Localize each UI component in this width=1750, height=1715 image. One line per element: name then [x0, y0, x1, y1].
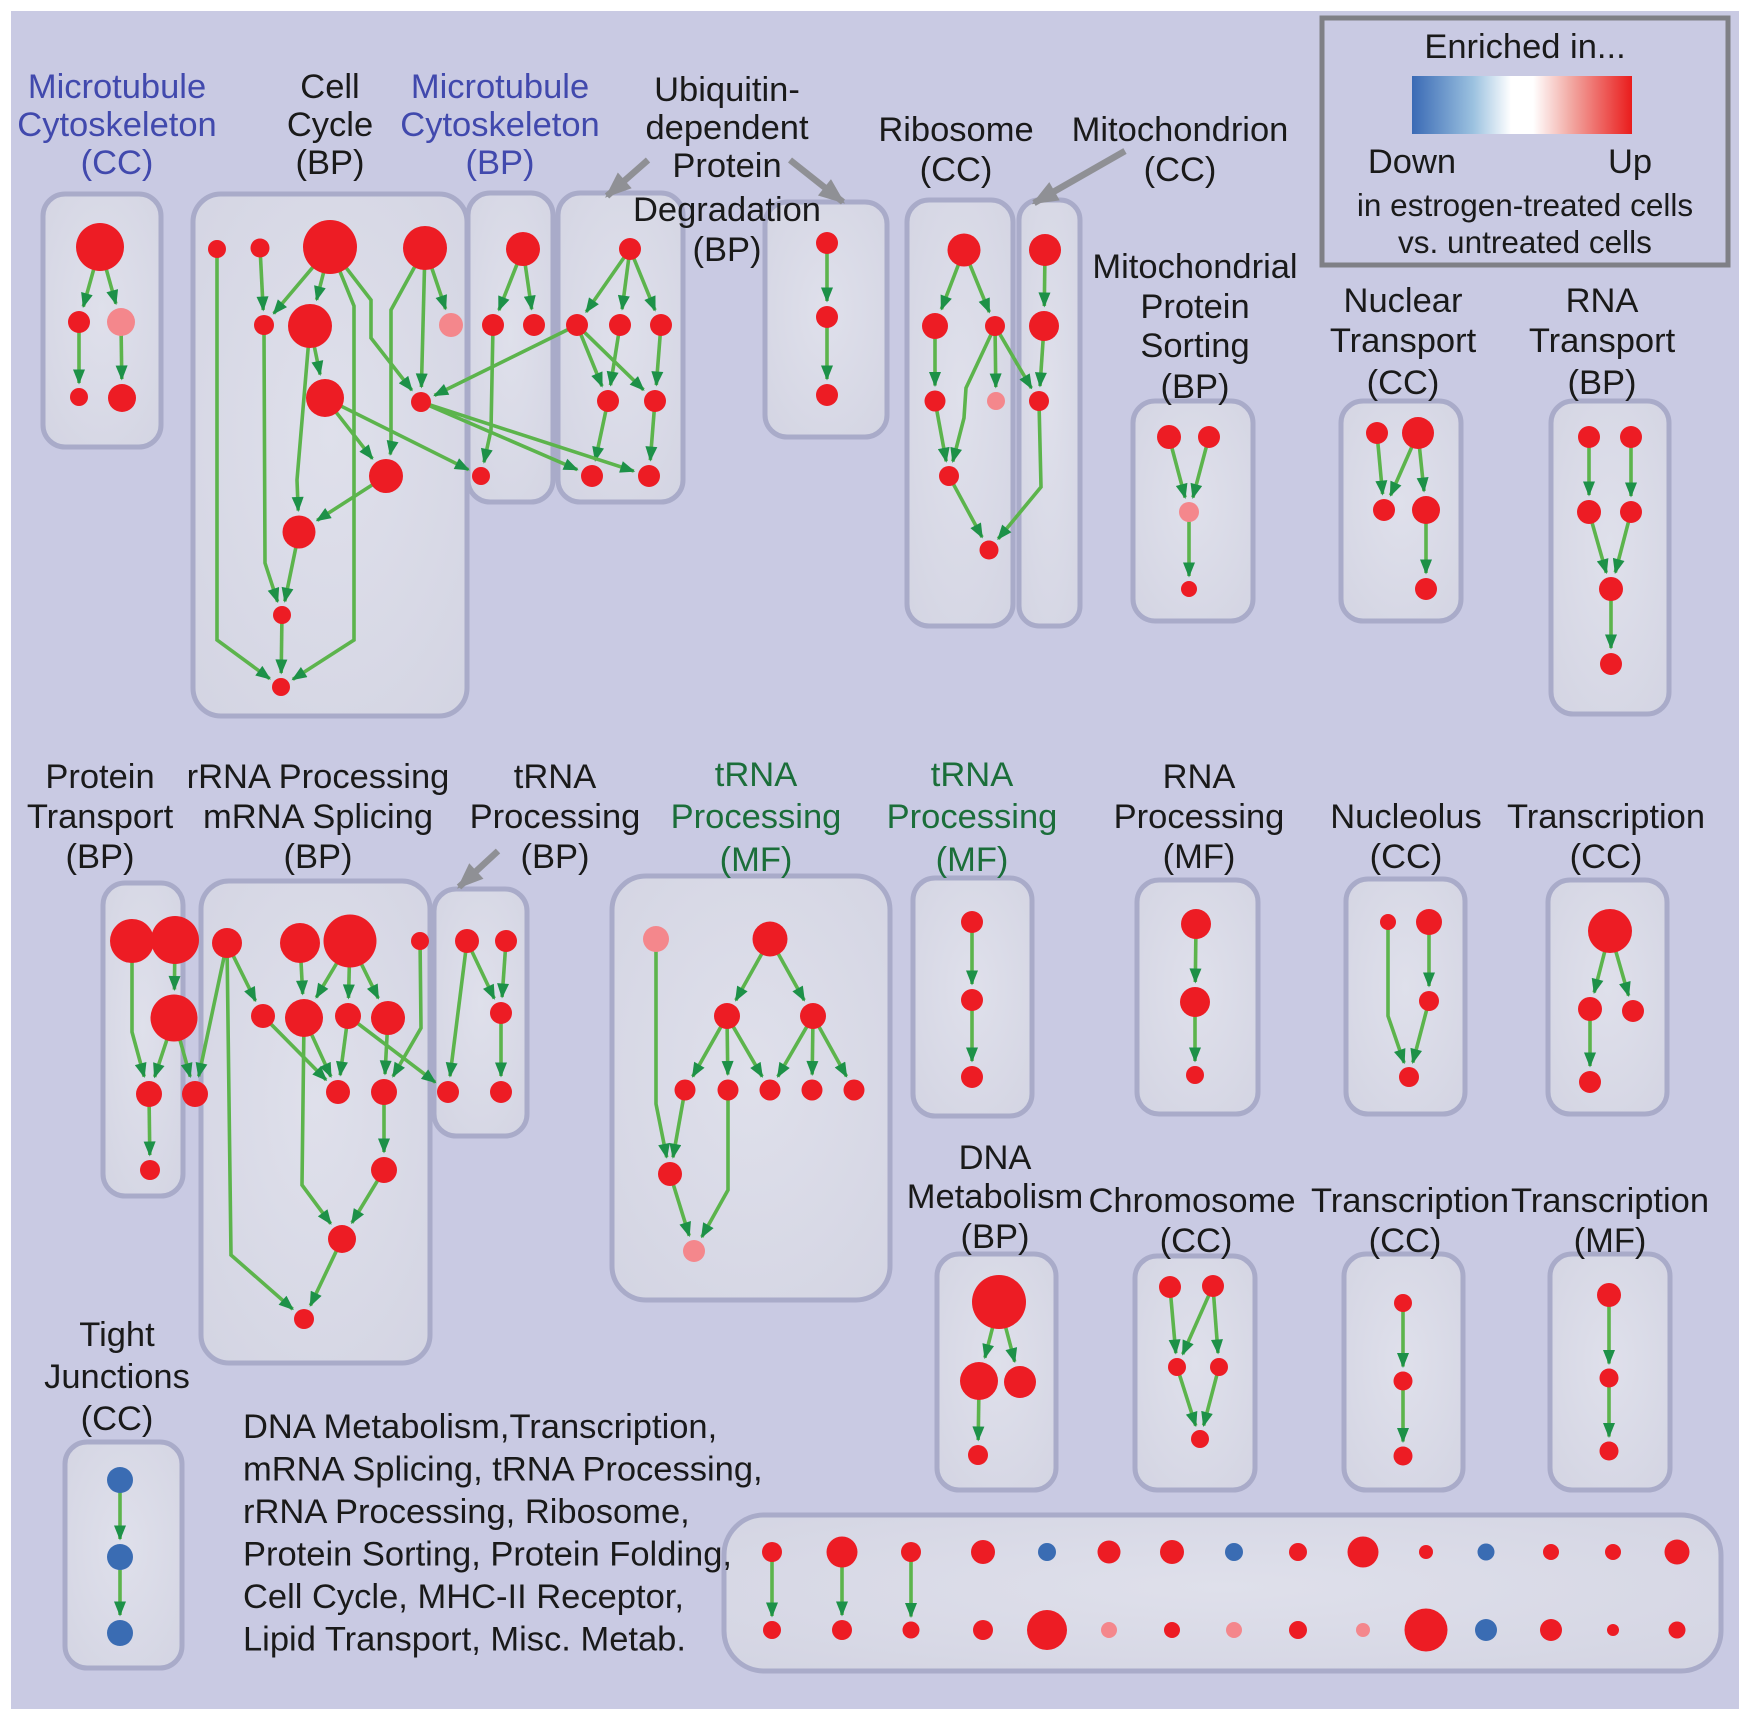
svg-text:RNA: RNA	[1163, 758, 1236, 796]
svg-text:Transport: Transport	[1330, 322, 1477, 360]
svg-text:Ribosome: Ribosome	[878, 111, 1033, 149]
svg-text:Processing: Processing	[1114, 798, 1285, 836]
svg-text:(BP): (BP)	[1161, 368, 1230, 406]
svg-text:Processing: Processing	[671, 798, 842, 836]
svg-text:(CC): (CC)	[1367, 364, 1440, 402]
svg-text:Cell Cycle, MHC-II Receptor,: Cell Cycle, MHC-II Receptor,	[243, 1578, 684, 1616]
svg-text:Degradation: Degradation	[633, 191, 821, 229]
svg-text:dependent: dependent	[645, 109, 808, 147]
svg-text:Cycle: Cycle	[287, 106, 373, 144]
svg-text:(BP): (BP)	[521, 838, 590, 876]
svg-text:tRNA: tRNA	[715, 756, 797, 794]
svg-text:Microtubule: Microtubule	[28, 68, 206, 106]
svg-text:RNA: RNA	[1566, 282, 1639, 320]
svg-text:vs. untreated cells: vs. untreated cells	[1398, 224, 1652, 260]
svg-text:Protein: Protein	[672, 147, 781, 185]
svg-text:(CC): (CC)	[81, 1400, 154, 1438]
svg-text:(BP): (BP)	[1568, 364, 1637, 402]
svg-text:Chromosome: Chromosome	[1088, 1182, 1295, 1220]
svg-text:Sorting: Sorting	[1140, 327, 1249, 365]
svg-text:(CC): (CC)	[1570, 838, 1643, 876]
svg-text:(CC): (CC)	[1144, 151, 1217, 189]
svg-text:Nuclear: Nuclear	[1344, 282, 1463, 320]
svg-text:(MF): (MF)	[1163, 838, 1236, 876]
svg-text:Ubiquitin-: Ubiquitin-	[654, 71, 800, 109]
svg-text:Processing: Processing	[887, 798, 1058, 836]
svg-text:Microtubule: Microtubule	[411, 68, 589, 106]
svg-text:mRNA Splicing: mRNA Splicing	[203, 798, 433, 836]
svg-text:Protein: Protein	[45, 758, 154, 796]
svg-text:tRNA: tRNA	[514, 758, 596, 796]
svg-text:mRNA Splicing, tRNA Processing: mRNA Splicing, tRNA Processing,	[243, 1451, 763, 1489]
svg-text:Transport: Transport	[1529, 322, 1676, 360]
svg-text:(MF): (MF)	[936, 841, 1009, 879]
svg-text:Junctions: Junctions	[44, 1358, 190, 1396]
svg-text:rRNA Processing, Ribosome,: rRNA Processing, Ribosome,	[243, 1493, 690, 1531]
svg-text:Transport: Transport	[27, 798, 174, 836]
svg-text:Transcription: Transcription	[1511, 1182, 1709, 1220]
svg-text:DNA Metabolism,Transcription,: DNA Metabolism,Transcription,	[243, 1408, 717, 1446]
svg-text:Protein: Protein	[1140, 288, 1249, 326]
svg-text:(MF): (MF)	[720, 841, 793, 879]
svg-text:in estrogen-treated cells: in estrogen-treated cells	[1357, 187, 1693, 223]
svg-text:(CC): (CC)	[920, 151, 993, 189]
svg-text:Cytoskeleton: Cytoskeleton	[400, 106, 599, 144]
svg-text:DNA: DNA	[959, 1139, 1032, 1177]
svg-text:Metabolism: Metabolism	[907, 1178, 1083, 1216]
svg-text:Cell: Cell	[300, 68, 359, 106]
svg-text:Down: Down	[1368, 143, 1456, 181]
svg-text:Mitochondrial: Mitochondrial	[1092, 248, 1297, 286]
svg-text:(CC): (CC)	[81, 144, 154, 182]
svg-text:Up: Up	[1608, 143, 1652, 181]
svg-text:(MF): (MF)	[1574, 1222, 1647, 1260]
svg-text:Transcription: Transcription	[1507, 798, 1705, 836]
svg-text:(BP): (BP)	[466, 144, 535, 182]
svg-text:Protein Sorting, Protein Foldi: Protein Sorting, Protein Folding,	[243, 1536, 732, 1574]
svg-text:Lipid Transport, Misc. Metab.: Lipid Transport, Misc. Metab.	[243, 1621, 686, 1659]
svg-text:(CC): (CC)	[1160, 1222, 1233, 1260]
svg-text:rRNA Processing: rRNA Processing	[187, 758, 450, 796]
svg-text:Cytoskeleton: Cytoskeleton	[17, 106, 216, 144]
svg-text:(BP): (BP)	[66, 838, 135, 876]
svg-text:(BP): (BP)	[296, 144, 365, 182]
svg-text:Enriched in...: Enriched in...	[1424, 28, 1625, 66]
svg-text:(CC): (CC)	[1370, 838, 1443, 876]
svg-text:(BP): (BP)	[284, 838, 353, 876]
svg-text:(BP): (BP)	[961, 1218, 1030, 1256]
svg-text:(BP): (BP)	[693, 231, 762, 269]
svg-text:Nucleolus: Nucleolus	[1330, 798, 1482, 836]
svg-text:Transcription: Transcription	[1311, 1182, 1509, 1220]
svg-text:tRNA: tRNA	[931, 756, 1013, 794]
svg-text:Mitochondrion: Mitochondrion	[1072, 111, 1289, 149]
svg-text:Tight: Tight	[79, 1316, 155, 1354]
svg-text:Processing: Processing	[470, 798, 641, 836]
svg-text:(CC): (CC)	[1369, 1222, 1442, 1260]
